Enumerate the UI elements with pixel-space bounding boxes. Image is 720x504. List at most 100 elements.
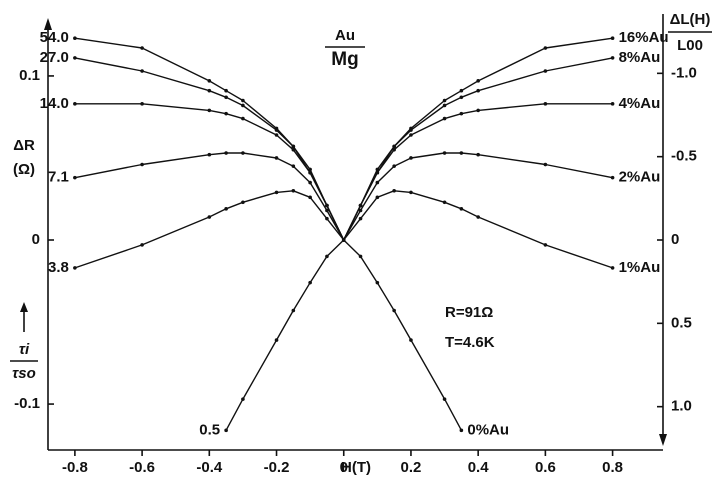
data-point — [241, 116, 245, 121]
y2-axis-label: ΔL(H) — [670, 11, 711, 28]
y2-tick-label: 0.5 — [671, 314, 692, 331]
data-point — [241, 397, 245, 401]
data-point — [308, 195, 312, 200]
x-tick-label: -0.2 — [264, 459, 290, 476]
arrow-head — [20, 302, 28, 312]
y2-tick-label: -1.0 — [671, 64, 697, 81]
data-point — [442, 103, 447, 108]
data-point — [73, 36, 77, 41]
data-point — [140, 69, 144, 73]
data-point — [325, 216, 329, 221]
data-point — [274, 128, 279, 132]
data-point — [224, 88, 228, 93]
data-point — [358, 216, 363, 221]
data-point — [442, 397, 447, 401]
data-point — [476, 152, 480, 157]
data-point — [207, 79, 212, 83]
data-point — [241, 103, 245, 108]
y2-axis-unit: L00 — [677, 37, 703, 54]
data-point — [392, 308, 396, 313]
x-tick-label: -0.4 — [196, 459, 223, 476]
data-point — [476, 108, 480, 113]
legend-label: 2%Au — [619, 169, 661, 186]
data-point — [610, 175, 615, 180]
data-point — [543, 46, 548, 50]
data-point — [140, 46, 144, 50]
data-point — [224, 151, 228, 155]
data-point — [610, 102, 615, 106]
data-point — [207, 152, 212, 157]
x-tick-label: -0.8 — [62, 459, 88, 476]
legend-label: 1%Au — [619, 259, 661, 276]
data-point — [224, 207, 228, 211]
axis-arrow — [659, 434, 667, 446]
data-point — [73, 102, 77, 106]
data-point — [140, 102, 144, 106]
data-point — [241, 151, 245, 155]
y2-tick-label: 1.0 — [671, 398, 692, 415]
y-tick-label: -0.1 — [14, 395, 40, 412]
data-point — [442, 151, 447, 155]
data-point — [291, 164, 296, 168]
series-line — [74, 103, 613, 241]
data-point — [140, 243, 144, 247]
legend-label: 0%Au — [467, 421, 509, 438]
y-tick-label: 0 — [32, 231, 40, 248]
data-point — [409, 156, 413, 160]
data-point — [241, 200, 245, 205]
series-line — [74, 190, 613, 269]
data-point — [543, 162, 548, 167]
data-point — [358, 208, 363, 213]
left-series-label: 3.8 — [48, 259, 69, 276]
data-point — [308, 280, 312, 285]
data-point — [291, 308, 296, 313]
data-point — [274, 338, 279, 342]
data-point — [325, 254, 329, 259]
left-series-label: 54.0 — [40, 29, 69, 46]
data-point — [476, 88, 480, 93]
y-tick-label: 0.1 — [19, 67, 40, 84]
data-point — [442, 116, 447, 121]
annotation: R=91Ω — [445, 304, 493, 321]
data-point — [224, 95, 228, 100]
data-point — [409, 338, 413, 342]
x-axis-label: H(T) — [341, 459, 371, 476]
x-tick-label: 0 — [340, 459, 348, 476]
data-point — [375, 180, 380, 185]
data-point — [325, 203, 329, 208]
data-point — [358, 203, 363, 208]
data-point — [543, 243, 548, 247]
data-point — [207, 108, 212, 113]
data-point — [543, 69, 548, 73]
data-point — [476, 215, 480, 219]
data-point — [459, 111, 464, 116]
legend-label: 8%Au — [619, 49, 661, 66]
data-point — [610, 266, 615, 270]
data-point — [140, 162, 144, 167]
y2-tick-label: 0 — [671, 231, 679, 248]
data-point — [73, 266, 77, 270]
data-point — [73, 56, 77, 60]
data-point — [358, 254, 363, 259]
data-point — [476, 79, 480, 83]
data-point — [459, 207, 464, 211]
chart-subtitle: Mg — [331, 49, 358, 70]
data-point — [274, 156, 279, 160]
series-line — [225, 239, 463, 431]
axis-arrow — [44, 18, 52, 30]
data-point — [291, 147, 296, 152]
y-axis-label: ΔR — [13, 137, 35, 154]
data-point — [409, 128, 413, 132]
left-label-title: τi — [19, 341, 30, 358]
data-point — [610, 56, 615, 60]
x-tick-label: 0.2 — [401, 459, 422, 476]
data-point — [375, 280, 380, 285]
left-series-label: 27.0 — [40, 49, 69, 66]
data-point — [409, 133, 413, 137]
x-tick-label: -0.6 — [129, 459, 155, 476]
data-point — [207, 215, 212, 219]
data-point — [308, 170, 312, 175]
data-point — [392, 147, 396, 152]
data-point — [459, 428, 464, 433]
